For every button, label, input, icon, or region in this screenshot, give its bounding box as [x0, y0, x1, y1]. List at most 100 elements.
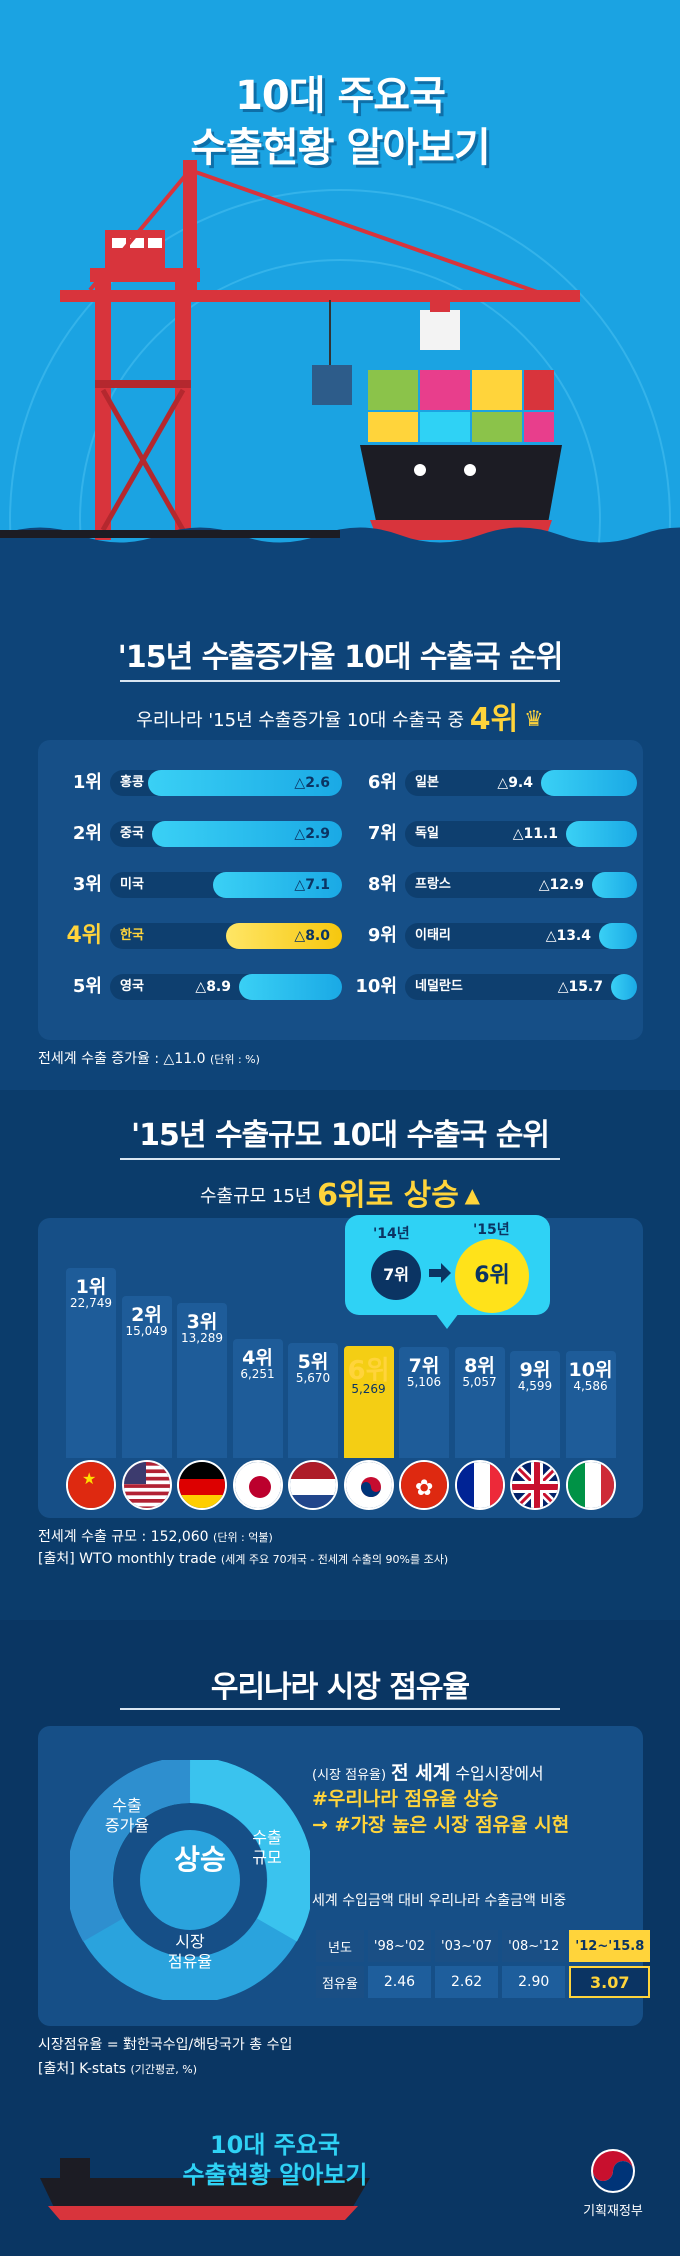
ring-word-share: 시장 점유율	[167, 1932, 213, 1971]
scale-bar	[399, 1347, 449, 1458]
growth-rank-track: 한국 △8.0	[110, 923, 342, 949]
growth-rank-track: 이태리 △13.4	[405, 923, 637, 949]
ring-word-scale: 수출 규모	[252, 1828, 282, 1867]
government-logo-label: 기획재정부	[583, 2204, 643, 2219]
scale-bar-rank: 10위	[568, 1359, 613, 1381]
growth-rank-number: 7위	[367, 823, 397, 844]
growth-rank-value: △12.9	[538, 877, 584, 893]
rank-change-callout: '14년 '15년 7위 6위	[345, 1215, 550, 1329]
share-table-cell: 2.46	[367, 1966, 432, 1998]
government-logo-icon	[591, 2149, 635, 2193]
scale-bar-value: 4,586	[573, 1379, 608, 1393]
growth-rank-item: 8위 프랑스 △12.9	[353, 872, 643, 898]
scale-bar-rank: 7위	[408, 1355, 440, 1377]
hero-title-line2: 수출현황 알아보기	[190, 125, 490, 171]
share-table-cell: 2.90	[502, 1966, 566, 1998]
usa-flag-icon	[121, 1460, 172, 1510]
share-title: 우리나라 시장 점유율	[210, 1670, 470, 1705]
footer-title-line2: 수출현황 알아보기	[182, 2161, 368, 2189]
growth-rank-country: 프랑스	[415, 877, 451, 892]
growth-rank-number: 2위	[72, 823, 102, 844]
hongkong-flag-icon: ✿	[399, 1460, 449, 1510]
growth-rank-track: 영국 △8.9	[110, 974, 342, 1000]
chart-up-icon: ▲	[464, 1183, 480, 1207]
share-table-cell-highlight: 3.07	[569, 1966, 651, 1998]
share-line2: #우리나라 점유율 상승	[312, 1788, 499, 1810]
growth-rank-item: 2위 중국 △2.9	[58, 821, 348, 847]
growth-rank-country: 일본	[415, 775, 439, 790]
share-note2-small: (기간평균, %)	[130, 2063, 198, 2076]
share-table-cell: '08~'12	[502, 1930, 566, 1962]
hero-banner: 10대 주요국 수출현황 알아보기	[0, 0, 680, 580]
growth-rank-item: 4위 한국 △8.0	[58, 923, 348, 949]
growth-rank-value: △11.1	[512, 826, 558, 842]
growth-rank-number: 1위	[72, 772, 102, 793]
growth-rank-value: △8.9	[195, 979, 231, 995]
scale-bar-value: 4,599	[517, 1379, 553, 1393]
growth-rank-track: 독일 △11.1	[405, 821, 637, 847]
scale-bar	[121, 1296, 172, 1458]
callout-year-15: '15년	[473, 1222, 510, 1238]
growth-rank-value: △13.4	[545, 928, 591, 944]
share-table-header: 년도 '98~'02 '03~'07 '08~'12 '12~'15.8	[316, 1930, 651, 1962]
share-line1-bold: 전 세계	[391, 1762, 451, 1784]
growth-rank-value: △2.6	[294, 775, 330, 791]
share-table-caption: 세계 수입금액 대비 우리나라 수출금액 비중	[312, 1893, 567, 1909]
share-table-cell: '98~'02	[367, 1930, 432, 1962]
scale-bar	[66, 1268, 116, 1458]
share-line1-suffix: 수입시장에서	[455, 1764, 544, 1783]
growth-rank-value: △8.0	[294, 928, 330, 944]
scale-bar-rank: 1위	[75, 1276, 107, 1298]
scale-subtitle-highlight: 6위로 상승	[317, 1178, 459, 1213]
growth-rank-bar	[213, 872, 342, 898]
scale-bar-rank: 6위	[347, 1356, 390, 1386]
growth-rank-item: 1위 홍콩 △2.6	[58, 770, 348, 796]
scale-bar-value: 6,251	[240, 1367, 275, 1381]
scale-note1-unit: (단위 : 억불)	[213, 1531, 273, 1544]
scale-bar-rank: 8위	[464, 1355, 495, 1377]
ring-center-label: 상승	[174, 1843, 226, 1876]
share-note2-text: [출처] K-stats	[38, 2061, 127, 2077]
scale-note2: [출처] WTO monthly trade (세계 주요 70개국 - 전세계…	[38, 1548, 448, 1568]
growth-rank-value: △2.9	[294, 826, 330, 842]
cycle-ring-icon	[70, 1760, 310, 2000]
share-note2: [출처] K-stats (기간평균, %)	[38, 2058, 197, 2078]
growth-rank-country: 홍콩	[120, 775, 144, 790]
growth-title: '15년 수출증가율 10대 수출국 순위	[117, 640, 564, 675]
growth-rank-number: 5위	[72, 976, 102, 997]
footer-title-line1: 10대 주요국	[209, 2131, 341, 2159]
ring-word-growth: 수출 증가율	[104, 1796, 150, 1835]
growth-rank-bar	[239, 974, 342, 1000]
share-table-row: 점유율 2.46 2.62 2.90 3.07	[316, 1966, 651, 1998]
growth-rank-number: 3위	[72, 874, 102, 895]
growth-rank-number: 9위	[367, 925, 397, 946]
footer-ship-icon	[40, 2158, 370, 2220]
growth-rank-track: 홍콩 △2.6	[110, 770, 342, 796]
china-flag-icon: ★	[66, 1460, 116, 1510]
growth-note: 전세계 수출 증가율 : △11.0 (단위 : %)	[38, 1048, 260, 1068]
growth-rank-country: 미국	[120, 877, 144, 892]
growth-subtitle-text: 우리나라 '15년 수출증가율 10대 수출국 중	[136, 710, 465, 731]
growth-rank-item: 10위 네덜란드 △15.7	[353, 974, 643, 1000]
growth-rank-country: 한국	[120, 928, 144, 943]
growth-rank-value: △15.7	[557, 979, 603, 995]
scale-bar	[510, 1351, 560, 1458]
share-title-rule	[120, 1708, 560, 1710]
scale-bar-value: 5,057	[462, 1375, 497, 1389]
scale-bar	[232, 1339, 283, 1458]
growth-rank-value: △7.1	[294, 877, 330, 893]
svg-text:✿: ✿	[415, 1476, 433, 1501]
growth-rank-bar	[152, 821, 342, 847]
scale-bar-value: 5,670	[295, 1371, 331, 1385]
share-table: 년도 '98~'02 '03~'07 '08~'12 '12~'15.8 점유율…	[312, 1926, 654, 2002]
crown-icon: ♛	[523, 707, 544, 732]
scale-note2-text: [출처] WTO monthly trade	[38, 1551, 217, 1567]
growth-rank-number: 4위	[66, 923, 102, 948]
hero-title: 10대 주요국 수출현황 알아보기	[0, 70, 680, 174]
svg-text:★: ★	[82, 1469, 96, 1488]
callout-rank-14: 7위	[371, 1250, 421, 1300]
growth-rank-track: 미국 △7.1	[110, 872, 342, 898]
scale-bar-value: 5,106	[406, 1375, 442, 1389]
share-table-cell: 년도	[316, 1930, 364, 1962]
scale-note1: 전세계 수출 규모 : 152,060 (단위 : 억불)	[38, 1526, 273, 1546]
